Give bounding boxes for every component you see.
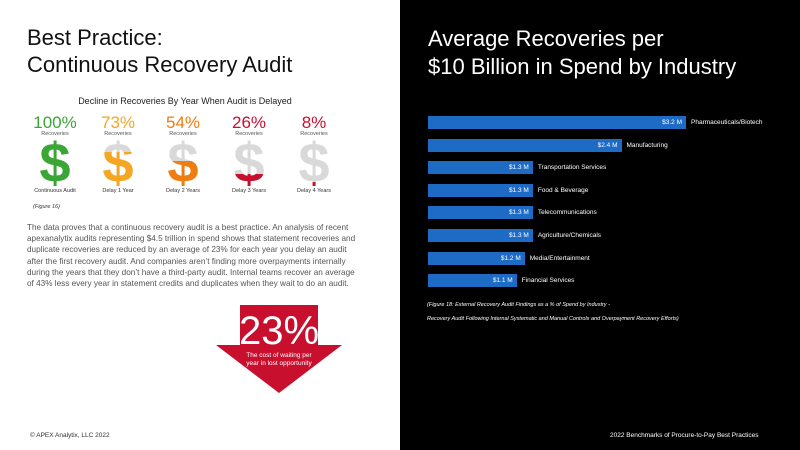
left-footer: © APEX Analytix, LLC 2022	[30, 432, 110, 439]
industry-category-label: Food & Beverage	[537, 186, 589, 194]
recoveries-label: Recoveries	[41, 131, 69, 137]
industry-value-label: $1.2 M	[500, 254, 521, 262]
recoveries-label: Recoveries	[104, 131, 132, 137]
callout-caption: The cost of waiting per year in lost opp…	[246, 352, 312, 367]
body-paragraph: The data proves that a continuous recove…	[27, 223, 356, 289]
delay-category-label: Delay 3 Years	[232, 188, 266, 194]
dollar-mark: $$	[102, 140, 134, 186]
industry-bar-chart: $3.2 M Pharmaceuticals/Biotech $2.4 M Manuf…	[400, 0, 800, 450]
industry-value-label: $1.3 M	[508, 186, 529, 194]
recoveries-label: Recoveries	[169, 131, 197, 137]
right-title: Average Recoveries per $10 Billion in Sp…	[428, 25, 788, 81]
delay-value-label: 100%	[33, 113, 77, 132]
industry-category-label: Pharmaceuticals/Biotech	[691, 119, 763, 126]
industry-category-label: Transportation Services	[537, 164, 607, 172]
industry-bar	[428, 116, 686, 129]
industry-value-label: $2.4 M	[597, 141, 618, 149]
right-title-line2: $10 Billion in Spend by Industry	[428, 54, 737, 79]
callout-value: 23%	[238, 309, 320, 353]
callout-arrow: 23% The cost of waiting per year in lost…	[216, 305, 342, 393]
recoveries-label: Recoveries	[235, 131, 263, 137]
industry-bar	[428, 274, 517, 288]
right-title-line1: Average Recoveries per	[428, 26, 664, 51]
left-panel: Best Practice: Continuous Recovery Audit…	[27, 24, 387, 439]
delay-value-label: 26%	[231, 113, 267, 132]
dollar-mark: $$	[233, 140, 265, 186]
figure-18-line1: (Figure 18: External Recovery Audit Find…	[427, 302, 610, 308]
left-title: Best Practice: Continuous Recovery Audit	[27, 24, 387, 78]
delay-category-label: Delay 2 Years	[166, 188, 200, 194]
right-panel: Average Recoveries per $10 Billion in Sp…	[400, 0, 800, 450]
figure-18-note: (Figure 18: External Recovery Audit Find…	[427, 298, 792, 326]
delay-value-label: 54%	[165, 113, 201, 132]
delay-chart-title: Decline in Recoveries By Year When Audit…	[78, 96, 292, 106]
left-title-line2: Continuous Recovery Audit	[27, 52, 293, 77]
right-footer: 2022 Benchmarks of Procure-to-Pay Best P…	[610, 432, 759, 439]
industry-category-label: Manufacturing	[626, 141, 668, 149]
dollar-mark: $$	[39, 140, 71, 186]
figure-16-note: (Figure 16)	[33, 204, 60, 210]
industry-bar	[428, 138, 622, 152]
delay-value-label: 73%	[100, 113, 136, 132]
industry-value-label: $1.1 M	[492, 277, 513, 285]
down-arrow-shape	[216, 305, 342, 393]
industry-bar	[428, 206, 533, 220]
industry-bar	[428, 161, 533, 175]
industry-category-label: Financial Services	[521, 277, 575, 285]
delay-category-label: Continuous Audit	[34, 188, 76, 194]
delay-value-label: 8%	[301, 113, 327, 132]
industry-bar	[428, 183, 533, 197]
dollar-mark: $$	[167, 140, 199, 186]
delay-category-label: Delay 1 Year	[102, 188, 134, 194]
industry-value-label: $3.2 M	[662, 119, 682, 126]
figure-18-line2: Recovery Audit Following Internal System…	[427, 316, 679, 322]
industry-bar	[428, 251, 525, 265]
dollar-mark: $$	[298, 140, 330, 186]
left-title-line1: Best Practice:	[27, 25, 163, 50]
recoveries-label: Recoveries	[300, 131, 328, 137]
industry-category-label: Telecommunications	[537, 209, 597, 217]
delay-category-label: Delay 4 Years	[297, 188, 331, 194]
industry-bar	[428, 229, 533, 242]
industry-value-label: $1.3 M	[508, 232, 529, 239]
industry-category-label: Agriculture/Chemicals	[537, 232, 602, 239]
industry-value-label: $1.3 M	[508, 164, 529, 172]
industry-value-label: $1.3 M	[508, 209, 529, 217]
industry-category-label: Media/Entertainment	[529, 254, 590, 262]
